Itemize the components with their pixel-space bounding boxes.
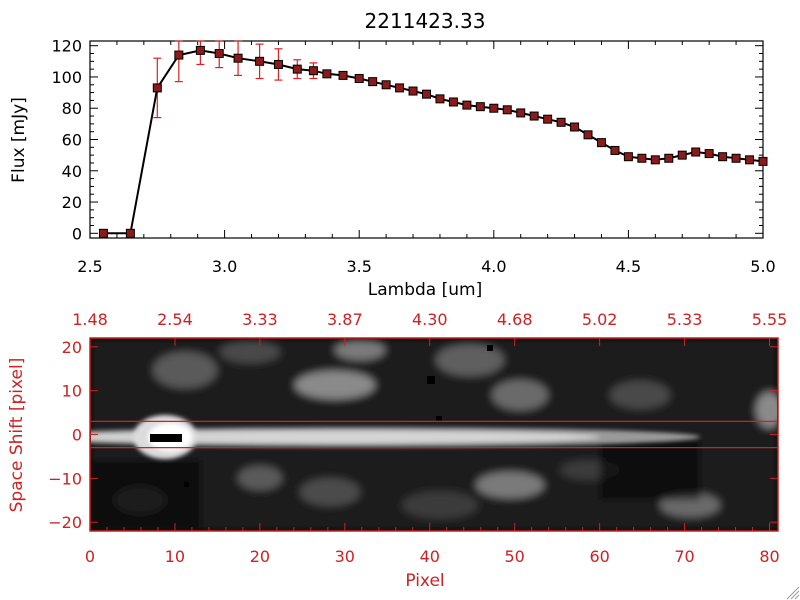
spectrum-point [637,153,647,163]
spectrum-y-tick-label: 120 [51,37,82,56]
image-y-tick-label: −10 [48,469,82,488]
spectrum-point [516,108,526,118]
spectrum-point [233,53,243,63]
image-x-tick-label: 80 [759,547,779,566]
spectrum-point [381,80,391,90]
spectrum-point [677,150,687,160]
spectrum-point [395,83,405,93]
spectrum-point [322,69,332,79]
spectrum-markers [98,45,768,238]
spectrum-point [338,70,348,80]
spectrum-point [718,152,728,162]
spectrum-point [273,59,283,69]
spectrum-line [103,49,764,235]
spectrum-point [556,117,566,127]
spectrum-x-tick-label: 3.5 [346,257,371,276]
spectrum-plot: 2211423.33 2.5 3.0 3.5 4.0 4.5 5.0 0 20 40 60 80 1… [9,9,776,300]
image-y-ticks: −20 −10 0 10 20 [48,338,778,532]
image-top-tick-label: 3.87 [327,310,363,329]
image-x-tick-label: 0 [85,547,95,566]
spectrum-x-tick-label: 3.0 [212,257,237,276]
spectrum-point [623,152,633,162]
image-pixels [91,339,777,530]
spectrum-point [195,45,205,55]
spectrum-y-tick-label: 40 [62,162,82,181]
image-x-tick-label: 20 [250,547,270,566]
spectrum-x-tick-label: 4.0 [481,257,506,276]
image-top-wavelength-ticks: 1.48 2.54 3.33 3.87 4.30 4.68 5.02 5.33 5.55 [72,310,787,346]
image-top-tick-label: 1.48 [72,310,108,329]
image-x-tick-label: 30 [335,547,355,566]
spectrum-point [704,149,714,159]
spectrum-point [125,228,135,238]
spectrum-x-label: Lambda [um] [368,280,482,300]
spectrum-point [462,100,472,110]
spectrum-point [543,114,553,124]
image-y-label: Space Shift [pixel] [7,358,27,513]
spectrum-x-tick-label: 5.0 [750,257,775,276]
spectrum-point [174,50,184,60]
spectrum-image-plot: 0 10 20 30 40 50 60 70 80 −20 −10 0 10 20 1.48 2.54 3.… [7,310,787,591]
spectrum-point [610,145,620,155]
image-x-tick-label: 60 [589,547,609,566]
spectrum-point [255,56,265,66]
spectrum-frame [89,40,764,239]
spectrum-point [650,155,660,165]
image-x-label: Pixel [405,571,444,591]
spectrum-point [368,77,378,87]
spectrum-y-tick-label: 80 [62,99,82,118]
spectrum-point [489,103,499,113]
image-top-tick-label: 2.54 [157,310,193,329]
image-top-tick-label: 5.33 [667,310,703,329]
image-top-tick-label: 3.33 [242,310,278,329]
spectrum-point [745,155,755,165]
spectrum-point [422,89,431,99]
spectrum-point [152,83,162,93]
image-x-tick-label: 40 [420,547,440,566]
spectrum-y-tick-label: 0 [72,224,82,243]
spectrum-point [435,94,445,104]
spectrum-point [98,228,108,238]
resize-grip-icon[interactable] [786,586,800,600]
spectrum-x-tick-label: 4.5 [616,257,641,276]
spectrum-point [691,147,701,157]
spectrum-point [596,138,606,148]
image-x-tick-label: 70 [674,547,694,566]
image-top-tick-label: 5.02 [582,310,618,329]
spectrum-y-tick-label: 60 [62,131,82,150]
spectrum-point [502,105,512,115]
spectrum-point [475,102,485,112]
spectrum-point [408,86,418,96]
image-top-tick-label: 4.30 [412,310,448,329]
image-x-tick-label: 10 [165,547,185,566]
spectrum-y-tick-label: 100 [51,68,82,87]
image-y-tick-label: 0 [72,426,82,445]
spectrum-x-tick-label: 2.5 [77,257,102,276]
spectrum-point [448,97,458,107]
spectrum-point [570,122,580,132]
spectrum-point [292,64,302,74]
image-top-tick-label: 4.68 [497,310,533,329]
spectrum-y-tick-label: 20 [62,193,82,212]
spectrum-point [354,74,364,84]
spectrum-point [214,49,224,59]
spectrum-point [664,153,674,163]
image-y-tick-label: 10 [62,382,82,401]
spectrum-point [529,111,539,121]
image-top-tick-label: 5.55 [752,310,788,329]
spectrum-point [731,153,741,163]
spectrum-point [758,156,768,166]
image-x-ticks: 0 10 20 30 40 50 60 70 80 [85,523,780,566]
image-y-tick-label: −20 [48,513,82,532]
spectrum-y-ticks: 0 20 40 60 80 100 120 [51,37,763,243]
spectrum-point [583,130,593,140]
image-x-tick-label: 50 [505,547,525,566]
spectrum-x-ticks: 2.5 3.0 3.5 4.0 4.5 5.0 [77,41,776,276]
image-y-tick-label: 20 [62,338,82,357]
spectrum-point [308,66,318,76]
spectrum-y-label: Flux [mJy] [9,97,29,183]
spectrum-title: 2211423.33 [365,9,486,33]
